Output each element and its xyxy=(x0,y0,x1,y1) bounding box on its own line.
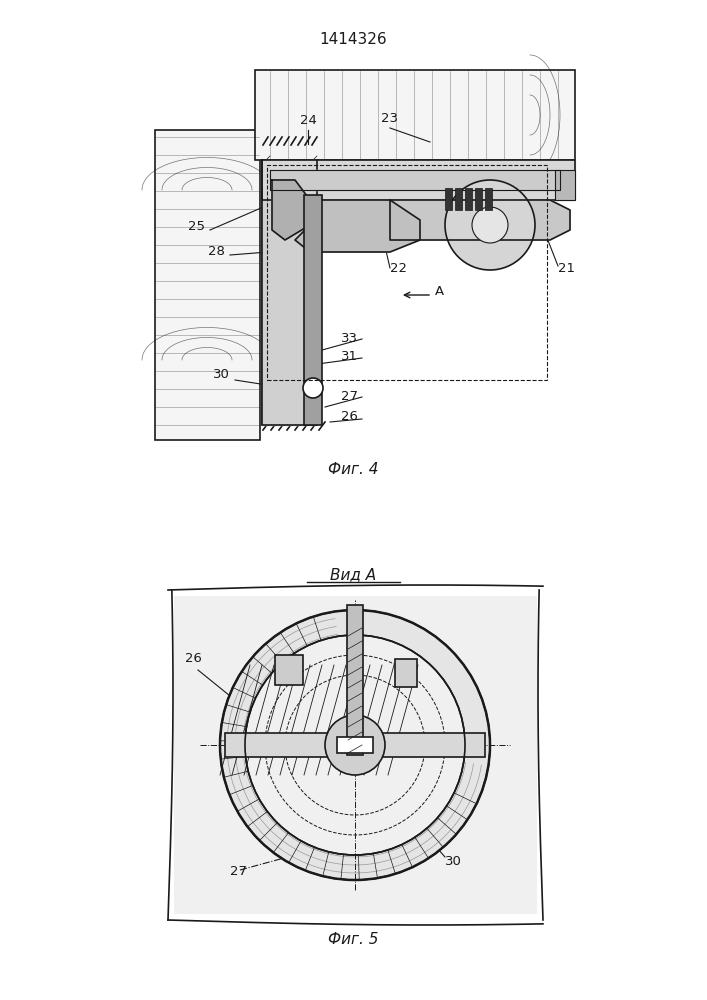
Text: 27: 27 xyxy=(230,865,247,878)
Circle shape xyxy=(303,378,323,398)
Text: 26: 26 xyxy=(341,410,358,423)
Text: Фиг. 5: Фиг. 5 xyxy=(328,932,378,948)
Bar xyxy=(475,188,482,210)
Bar xyxy=(455,188,462,210)
Bar xyxy=(395,659,417,687)
Text: Фиг. 4: Фиг. 4 xyxy=(328,462,378,478)
Bar xyxy=(174,596,537,914)
Circle shape xyxy=(245,635,465,855)
Polygon shape xyxy=(270,170,560,190)
Polygon shape xyxy=(295,200,420,252)
Text: 21: 21 xyxy=(558,262,575,275)
Text: 1414326: 1414326 xyxy=(319,32,387,47)
Text: 26: 26 xyxy=(185,652,202,665)
Circle shape xyxy=(325,715,385,775)
Text: 37: 37 xyxy=(303,742,320,755)
Text: 23: 23 xyxy=(382,112,399,125)
Text: 22: 22 xyxy=(390,262,407,275)
FancyBboxPatch shape xyxy=(255,70,575,160)
Text: 31: 31 xyxy=(341,350,358,363)
Text: 30: 30 xyxy=(445,855,462,868)
Bar xyxy=(225,733,485,757)
Circle shape xyxy=(220,610,490,880)
Text: 25: 25 xyxy=(188,220,205,233)
Text: 27: 27 xyxy=(341,390,358,403)
Bar xyxy=(275,655,303,685)
Text: 32: 32 xyxy=(345,742,362,755)
Circle shape xyxy=(472,207,508,243)
Text: 29: 29 xyxy=(323,695,340,708)
Text: 33: 33 xyxy=(380,742,397,755)
Bar xyxy=(347,605,363,755)
Bar xyxy=(262,160,317,425)
Text: 30: 30 xyxy=(213,368,230,381)
Bar xyxy=(337,737,373,753)
Polygon shape xyxy=(262,160,575,200)
Text: 24: 24 xyxy=(300,114,317,127)
Bar xyxy=(485,188,492,210)
Polygon shape xyxy=(262,160,317,425)
Bar xyxy=(445,188,452,210)
Text: А: А xyxy=(435,285,444,298)
Polygon shape xyxy=(272,180,310,240)
Bar xyxy=(555,170,575,200)
Text: 33: 33 xyxy=(341,332,358,345)
Circle shape xyxy=(445,180,535,270)
Text: 36: 36 xyxy=(445,742,462,755)
Polygon shape xyxy=(390,200,570,240)
Bar xyxy=(465,188,472,210)
FancyBboxPatch shape xyxy=(155,130,260,440)
Text: 28: 28 xyxy=(208,245,225,258)
Text: Вид А: Вид А xyxy=(330,568,376,582)
Bar xyxy=(304,195,322,425)
Bar xyxy=(267,165,547,380)
